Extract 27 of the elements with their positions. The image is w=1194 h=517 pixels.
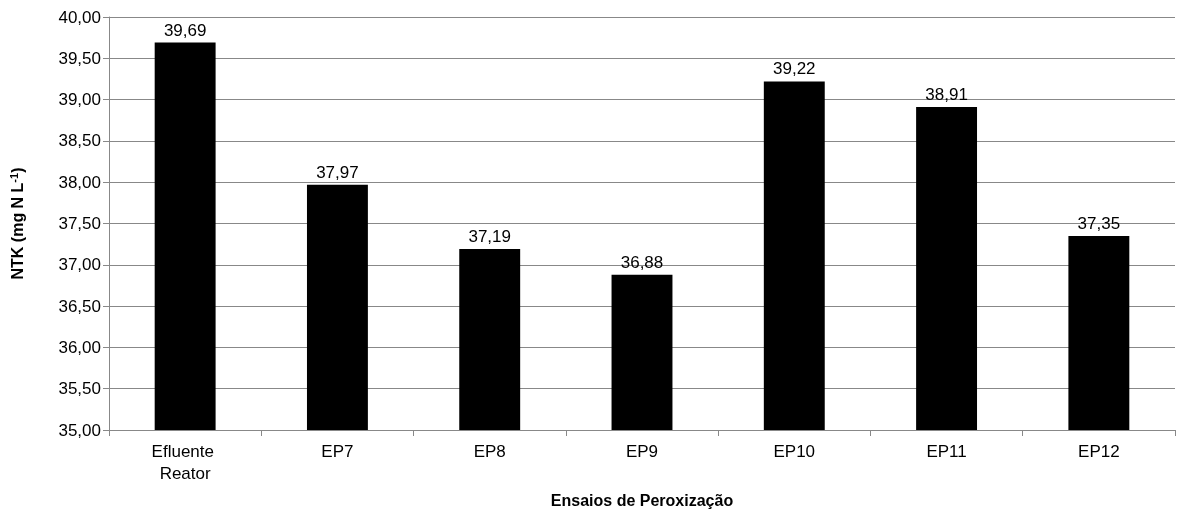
x-tick-label: Efluente Reator — [151, 441, 219, 483]
data-label: 39,22 — [773, 59, 816, 79]
y-tick-label: 38,00 — [58, 172, 101, 192]
y-tick-label: 37,50 — [58, 214, 101, 233]
y-tick-label: 39,50 — [58, 48, 101, 68]
y-tick-label: 37,00 — [58, 255, 101, 275]
x-axis-title: Ensaios de Peroxização — [550, 491, 734, 509]
x-tick-label: EP7 — [321, 441, 354, 461]
y-tick-label: 36,50 — [58, 296, 101, 316]
data-label: 37,97 — [316, 162, 359, 182]
y-tick-label: 36,00 — [58, 337, 101, 357]
x-tick-label: EP12 — [1078, 441, 1120, 461]
data-label: 38,91 — [925, 85, 968, 105]
x-tick-label: EP11 — [926, 441, 967, 461]
data-label: 36,88 — [620, 252, 664, 272]
data-label: 39,69 — [163, 20, 207, 40]
y-tick-label: 40,00 — [58, 7, 101, 27]
y-axis-title: NTK (mg N L-1) — [7, 167, 26, 280]
data-label: 37,35 — [1077, 213, 1121, 233]
y-tick-label: 35,50 — [58, 379, 101, 399]
data-label: 37,19 — [468, 227, 511, 247]
x-tick-label: EP9 — [625, 441, 659, 461]
y-tick-label: 38,50 — [58, 131, 101, 151]
y-tick-label: 35,00 — [58, 420, 101, 440]
x-tick-label: EP10 — [773, 441, 816, 461]
x-tick-label: EP8 — [473, 441, 506, 461]
y-tick-label: 39,00 — [58, 90, 101, 110]
